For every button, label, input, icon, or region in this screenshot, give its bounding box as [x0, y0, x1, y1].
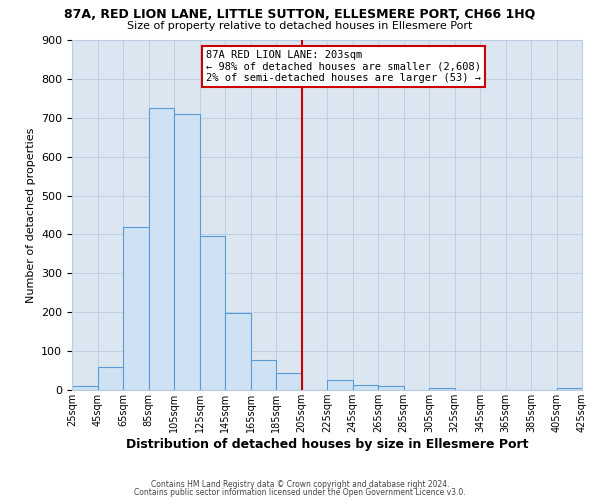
X-axis label: Distribution of detached houses by size in Ellesmere Port: Distribution of detached houses by size …: [126, 438, 528, 451]
Bar: [97, 366, 123, 390]
Bar: [225, 314, 251, 390]
Bar: [251, 360, 276, 390]
Text: 87A, RED LION LANE, LITTLE SUTTON, ELLESMERE PORT, CH66 1HQ: 87A, RED LION LANE, LITTLE SUTTON, ELLES…: [64, 8, 536, 20]
Text: Contains public sector information licensed under the Open Government Licence v3: Contains public sector information licen…: [134, 488, 466, 497]
Bar: [378, 386, 404, 390]
Bar: [353, 385, 378, 390]
Bar: [123, 226, 149, 390]
Bar: [276, 374, 302, 390]
Text: Contains HM Land Registry data © Crown copyright and database right 2024.: Contains HM Land Registry data © Crown c…: [151, 480, 449, 489]
Bar: [174, 114, 199, 390]
Bar: [557, 388, 582, 390]
Bar: [149, 108, 174, 390]
Bar: [327, 380, 353, 390]
Bar: [200, 236, 225, 390]
Bar: [72, 386, 97, 390]
Y-axis label: Number of detached properties: Number of detached properties: [26, 128, 35, 302]
Bar: [429, 388, 455, 390]
Text: 87A RED LION LANE: 203sqm
← 98% of detached houses are smaller (2,608)
2% of sem: 87A RED LION LANE: 203sqm ← 98% of detac…: [206, 50, 481, 83]
Text: Size of property relative to detached houses in Ellesmere Port: Size of property relative to detached ho…: [127, 21, 473, 31]
